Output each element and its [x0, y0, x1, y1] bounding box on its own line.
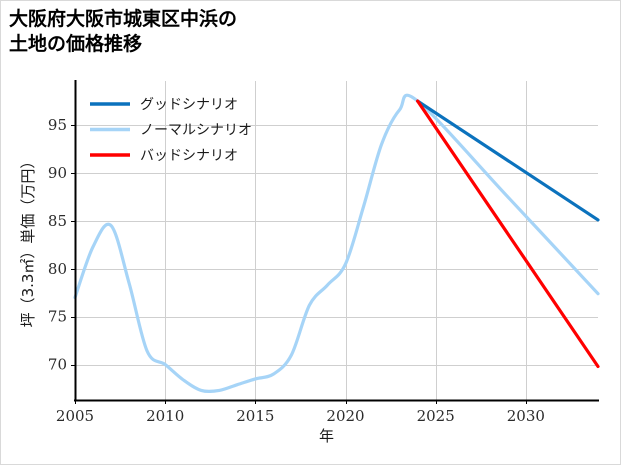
- y-tick-label: 90: [48, 164, 67, 182]
- page-title: 大阪府大阪市城東区中浜の 土地の価格推移: [9, 9, 238, 56]
- series-line-bad: [416, 99, 600, 369]
- tick-labels: 70 75 80 85 90 95 2005 2010 2015 2020 2025 2030: [48, 116, 545, 425]
- series-line-good: [416, 99, 600, 222]
- legend-label-1[interactable]: ノーマルシナリオ: [140, 123, 252, 139]
- x-tick-label: 2005: [56, 407, 94, 425]
- x-tick-label: 2020: [326, 407, 364, 425]
- y-tick-label: 85: [48, 212, 67, 230]
- axes: [71, 80, 599, 404]
- legend-label-0[interactable]: グッドシナリオ: [140, 97, 238, 113]
- x-tick-label: 2015: [236, 407, 274, 425]
- y-axis-title: 坪（3.3㎡）単価（万円）: [19, 154, 37, 328]
- x-tick-label: 2025: [417, 407, 455, 425]
- x-tick-label: 2030: [507, 407, 545, 425]
- y-tick-label: 70: [48, 356, 67, 374]
- series-line-normal: [73, 93, 600, 394]
- axis-titles: 年 坪（3.3㎡）単価（万円）: [19, 154, 334, 445]
- y-tick-label: 75: [48, 308, 67, 326]
- y-tick-label: 95: [48, 116, 67, 134]
- x-axis-title: 年: [319, 427, 334, 445]
- plot-series: [73, 93, 600, 394]
- y-tick-label: 80: [48, 260, 67, 278]
- legend-label-2[interactable]: バッドシナリオ: [140, 148, 238, 164]
- x-tick-label: 2010: [146, 407, 184, 425]
